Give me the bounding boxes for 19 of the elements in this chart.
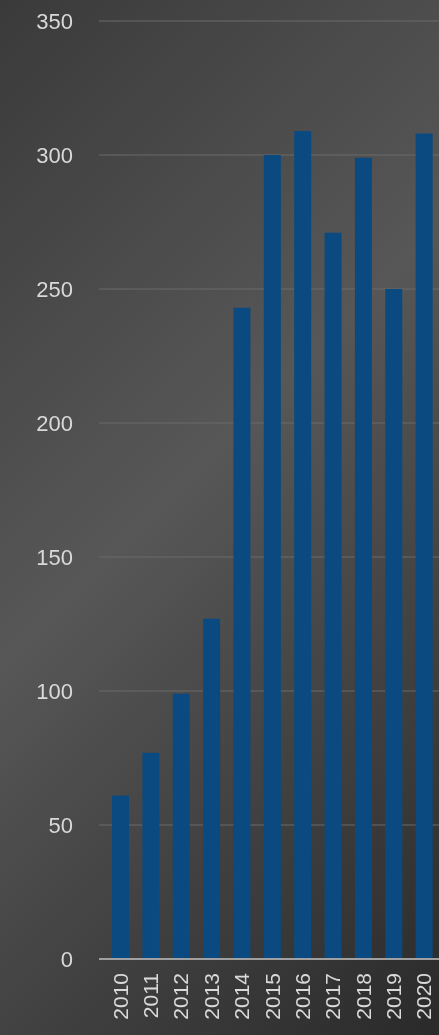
x-tick-label: 2014 [230,972,254,1020]
y-tick-label: 0 [60,946,73,972]
y-tick-label: 50 [48,812,73,838]
y-tick-label: 100 [36,678,73,704]
x-tick-label: 2010 [108,973,132,1020]
y-tick-label: 300 [36,142,73,168]
x-tick-label: 2016 [290,973,314,1020]
x-tick-label: 2019 [381,973,405,1020]
x-tick-label: 2018 [351,973,375,1020]
x-tick-label: 2012 [169,973,193,1020]
x-tick-label: 2017 [321,973,345,1020]
x-tick-label: 2020 [412,973,436,1020]
y-tick-label: 350 [36,8,73,34]
y-tick-label: 200 [36,410,73,436]
y-tick-label: 250 [36,276,73,302]
x-tick-label: 2015 [260,973,284,1020]
y-tick-label: 150 [36,544,73,570]
x-tick-label: 2013 [199,973,223,1020]
x-tick-label: 2011 [139,973,163,1019]
